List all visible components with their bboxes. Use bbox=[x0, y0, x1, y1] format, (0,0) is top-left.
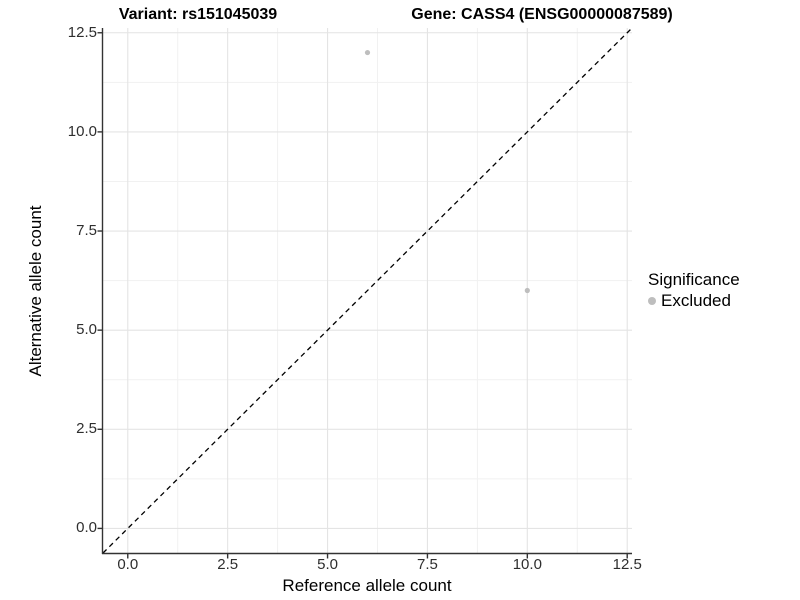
x-tick-label: 7.5 bbox=[416, 556, 438, 573]
data-points bbox=[364, 49, 530, 294]
grid-major-lines bbox=[103, 28, 632, 553]
legend-item-label: Excluded bbox=[661, 291, 731, 310]
grid-minor-lines bbox=[103, 28, 632, 553]
axis-lines bbox=[101, 28, 632, 555]
x-axis-title: Reference allele count bbox=[282, 576, 452, 595]
identity-line bbox=[102, 27, 633, 554]
axis-tick-marks bbox=[97, 32, 628, 559]
x-tick-label: 10.0 bbox=[512, 556, 542, 573]
legend-item-excluded: Excluded bbox=[648, 291, 740, 311]
data-point bbox=[524, 287, 530, 294]
legend: Significance Excluded bbox=[648, 270, 740, 311]
legend-key-dot-icon bbox=[648, 297, 656, 305]
legend-title: Significance bbox=[648, 270, 740, 289]
x-axis-tick-labels: 0.0 2.5 5.0 7.5 10.0 12.5 bbox=[0, 556, 800, 576]
y-tick-label: 0.0 bbox=[76, 519, 97, 537]
plot-title-gene: Gene: CASS4 (ENSG00000087589) bbox=[411, 6, 673, 23]
y-tick-label: 2.5 bbox=[76, 420, 97, 438]
x-tick-label: 0.0 bbox=[117, 556, 139, 573]
x-tick-label: 2.5 bbox=[217, 556, 239, 573]
x-tick-label: 12.5 bbox=[612, 556, 642, 573]
x-tick-label: 5.0 bbox=[317, 556, 338, 573]
y-tick-label: 10.0 bbox=[67, 122, 97, 140]
y-tick-label: 12.5 bbox=[67, 23, 97, 41]
y-tick-label: 5.0 bbox=[76, 321, 97, 339]
plot-title-variant: Variant: rs151045039 bbox=[118, 6, 278, 23]
y-axis-tick-labels: 0.0 2.5 5.0 7.5 10.0 12.5 bbox=[55, 0, 97, 600]
y-axis-title: Alternative allele count bbox=[26, 205, 45, 377]
data-point bbox=[364, 49, 371, 56]
y-tick-label: 7.5 bbox=[76, 222, 97, 240]
